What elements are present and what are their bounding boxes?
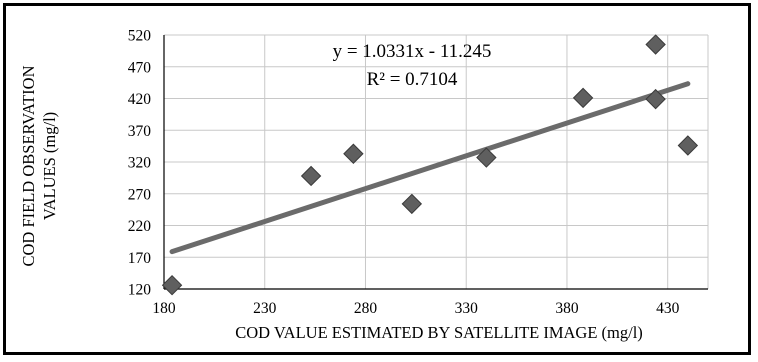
x-tick-label: 180 [152,300,176,317]
y-tick-label: 120 [128,282,152,299]
trendline [169,81,691,255]
y-tick-label: 220 [128,218,152,235]
x-axis-title: COD VALUE ESTIMATED BY SATELLITE IMAGE (… [235,323,643,342]
data-point [476,147,497,168]
y-tick-label: 370 [128,123,152,140]
data-point [161,274,183,296]
y-tick-label: 270 [128,186,152,203]
data-point [300,165,322,187]
x-tick-labels: 180 230 280 330 380 430 [152,300,679,317]
y-tick-label: 420 [128,91,152,108]
axes [163,35,708,290]
y-axis-title-line-2: VALUES (mg/l) [40,112,59,220]
data-points [161,34,699,296]
y-axis-title: COD FIELD OBSERVATION VALUES (mg/l) [19,65,59,266]
chart-frame: 120 170 220 270 320 370 420 470 520 180 230 280 330… [3,3,751,355]
data-point [401,193,423,215]
y-tick-label: 470 [128,59,152,76]
y-tick-labels: 120 170 220 270 320 370 420 470 520 [128,28,152,299]
y-tick-label: 170 [128,250,152,267]
x-tick-label: 230 [253,300,277,317]
r-squared-label: R² = 0.7104 [367,69,458,90]
data-point [645,88,666,110]
x-tick-label: 330 [455,300,479,317]
data-point [343,143,364,164]
x-tick-label: 280 [354,300,378,317]
y-tick-label: 320 [128,155,152,172]
data-point [677,135,699,156]
x-tick-label: 380 [555,300,579,317]
data-point [645,34,666,55]
scatter-chart: 120 170 220 270 320 370 420 470 520 180 230 280 330… [19,28,709,342]
data-point [572,87,594,109]
trendline-equation: y = 1.0331x - 11.245 [333,41,492,62]
x-tick-label: 430 [656,300,680,317]
y-axis-title-line-1: COD FIELD OBSERVATION [19,65,38,266]
trendline-layer [169,81,691,255]
y-tick-label: 520 [128,28,152,45]
